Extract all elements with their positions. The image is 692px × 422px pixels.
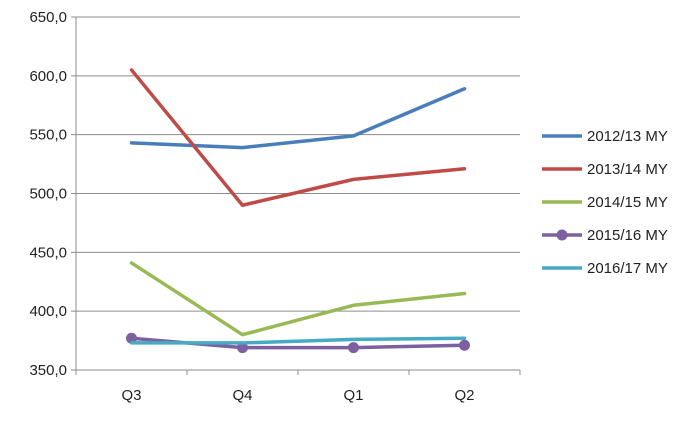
series-line-2016-17-my	[129, 336, 467, 345]
x-tick-label-q3: Q3	[121, 387, 141, 404]
y-tick-label: 550,0	[29, 127, 67, 144]
y-tick-label: 400,0	[29, 303, 67, 320]
y-tick-label: 600,0	[29, 68, 67, 85]
series-lines	[126, 68, 470, 354]
legend-label-2012-13-my: 2012/13 MY	[587, 128, 668, 145]
legend-marker-2015-16-my	[556, 229, 568, 241]
gridlines	[76, 16, 520, 371]
series-line-2014-15-my	[129, 261, 467, 337]
legend-label-2015-16-my: 2015/16 MY	[587, 227, 668, 244]
legend-label-2016-17-my: 2016/17 MY	[587, 260, 668, 277]
legend-label-2014-15-my: 2014/15 MY	[587, 194, 668, 211]
data-point-2015-16-my	[237, 342, 248, 354]
x-tick-label-q4: Q4	[232, 387, 252, 404]
series-line-2012-13-my	[129, 87, 467, 150]
x-tick-label-q2: Q2	[454, 387, 474, 404]
y-tick-label: 350,0	[29, 362, 67, 379]
data-point-2015-16-my	[459, 339, 470, 351]
axes: 350,0 400,0 450,0 500,0 550,0 600,0 650,0 Q3 Q4 Q…	[29, 9, 521, 404]
x-tick-label-q1: Q1	[343, 387, 363, 404]
legend-label-2013-14-my: 2013/14 MY	[587, 161, 668, 178]
y-tick-label: 500,0	[29, 186, 67, 203]
series-line-2013-14-my	[129, 68, 467, 208]
data-point-2015-16-my	[348, 342, 359, 354]
legend: 2012/13 MY 2013/14 MY 2014/15 MY 2015/16 MY…	[542, 128, 668, 277]
y-tick-label: 650,0	[29, 9, 67, 26]
data-point-2015-16-my	[126, 332, 137, 344]
y-tick-label: 450,0	[29, 244, 67, 261]
